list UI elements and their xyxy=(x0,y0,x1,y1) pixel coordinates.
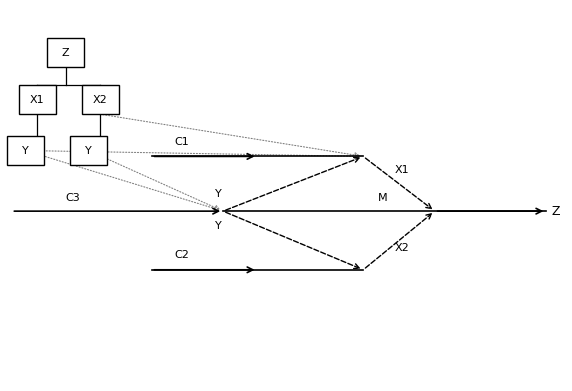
Text: Y: Y xyxy=(85,145,92,156)
Text: C2: C2 xyxy=(174,250,189,260)
Text: Y: Y xyxy=(214,189,221,199)
Text: Z: Z xyxy=(62,48,70,58)
Text: Z: Z xyxy=(552,204,561,218)
FancyBboxPatch shape xyxy=(18,85,56,114)
Text: C1: C1 xyxy=(174,136,189,147)
Text: Y: Y xyxy=(214,221,221,231)
Text: M: M xyxy=(378,193,387,203)
FancyBboxPatch shape xyxy=(47,38,85,67)
FancyBboxPatch shape xyxy=(7,136,45,165)
FancyBboxPatch shape xyxy=(70,136,108,165)
Text: Y: Y xyxy=(22,145,29,156)
Text: X2: X2 xyxy=(93,95,108,105)
Text: X1: X1 xyxy=(395,165,410,175)
Text: X1: X1 xyxy=(30,95,45,105)
Text: C3: C3 xyxy=(66,193,81,203)
FancyBboxPatch shape xyxy=(81,85,119,114)
Text: X2: X2 xyxy=(395,243,410,253)
